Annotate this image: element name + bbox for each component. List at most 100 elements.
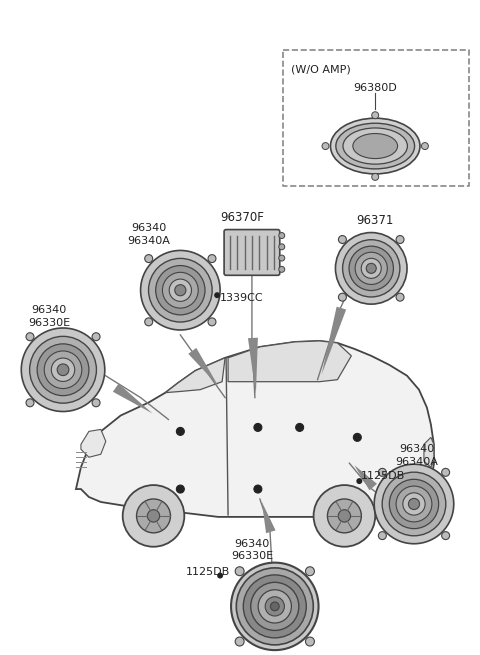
Text: 1125DB: 1125DB xyxy=(361,471,406,481)
Circle shape xyxy=(235,567,244,576)
Circle shape xyxy=(336,233,407,304)
Circle shape xyxy=(374,464,454,544)
Circle shape xyxy=(258,590,291,623)
Circle shape xyxy=(57,364,69,375)
Text: 96340: 96340 xyxy=(399,444,434,455)
Text: 96340: 96340 xyxy=(131,223,166,233)
Circle shape xyxy=(378,532,386,540)
Circle shape xyxy=(145,255,153,263)
Circle shape xyxy=(92,333,100,341)
Circle shape xyxy=(355,252,387,284)
Circle shape xyxy=(243,575,306,638)
Polygon shape xyxy=(76,341,434,517)
Text: 96340A: 96340A xyxy=(396,457,438,467)
Circle shape xyxy=(145,318,153,326)
Polygon shape xyxy=(166,358,225,392)
Circle shape xyxy=(313,485,375,547)
Text: 96371: 96371 xyxy=(356,214,394,227)
Circle shape xyxy=(349,246,394,291)
Circle shape xyxy=(382,472,446,536)
FancyBboxPatch shape xyxy=(224,229,280,275)
Circle shape xyxy=(156,265,205,315)
Polygon shape xyxy=(248,338,258,394)
Circle shape xyxy=(389,479,439,529)
Polygon shape xyxy=(424,438,434,467)
Circle shape xyxy=(343,240,400,297)
Circle shape xyxy=(279,267,285,272)
Circle shape xyxy=(366,263,376,273)
Circle shape xyxy=(408,498,420,510)
Circle shape xyxy=(26,333,34,341)
Ellipse shape xyxy=(343,128,408,164)
Circle shape xyxy=(396,486,432,522)
Circle shape xyxy=(356,478,362,484)
Ellipse shape xyxy=(330,118,420,174)
Circle shape xyxy=(296,423,304,432)
Circle shape xyxy=(147,510,160,522)
Circle shape xyxy=(279,255,285,261)
Polygon shape xyxy=(354,465,377,491)
Circle shape xyxy=(305,637,314,646)
Circle shape xyxy=(208,318,216,326)
Polygon shape xyxy=(228,341,351,382)
Circle shape xyxy=(442,468,450,476)
Circle shape xyxy=(44,351,82,388)
Circle shape xyxy=(236,568,313,645)
Text: 96340: 96340 xyxy=(32,305,67,315)
Circle shape xyxy=(361,258,381,278)
Circle shape xyxy=(254,423,262,432)
Circle shape xyxy=(338,510,350,522)
Polygon shape xyxy=(81,430,106,457)
Text: 96340A: 96340A xyxy=(127,236,170,246)
Circle shape xyxy=(176,485,184,493)
Circle shape xyxy=(372,112,379,119)
Text: 96370F: 96370F xyxy=(220,211,264,223)
Circle shape xyxy=(214,292,220,298)
Circle shape xyxy=(169,279,192,301)
Circle shape xyxy=(231,563,319,650)
Text: 1125DB: 1125DB xyxy=(186,567,230,576)
Circle shape xyxy=(338,236,347,244)
Circle shape xyxy=(26,399,34,407)
Ellipse shape xyxy=(353,134,397,159)
Circle shape xyxy=(208,255,216,263)
Text: (W/O AMP): (W/O AMP) xyxy=(291,65,350,75)
Polygon shape xyxy=(113,384,153,413)
Circle shape xyxy=(92,399,100,407)
Circle shape xyxy=(217,572,223,578)
Circle shape xyxy=(176,428,184,436)
Circle shape xyxy=(322,143,329,149)
Circle shape xyxy=(175,285,186,296)
Polygon shape xyxy=(322,307,346,375)
Circle shape xyxy=(235,637,244,646)
Circle shape xyxy=(396,293,404,301)
Circle shape xyxy=(353,434,361,441)
Circle shape xyxy=(403,493,425,515)
Text: 96330E: 96330E xyxy=(28,318,70,328)
Circle shape xyxy=(251,582,299,630)
Circle shape xyxy=(396,236,404,244)
Text: 96330E: 96330E xyxy=(231,551,273,561)
Text: 96340: 96340 xyxy=(234,539,270,549)
Circle shape xyxy=(279,244,285,250)
Circle shape xyxy=(270,602,279,610)
Circle shape xyxy=(305,567,314,576)
Circle shape xyxy=(338,293,347,301)
Circle shape xyxy=(136,499,170,533)
Circle shape xyxy=(372,174,379,180)
Circle shape xyxy=(141,250,220,330)
Polygon shape xyxy=(188,348,218,386)
Circle shape xyxy=(265,597,285,616)
Circle shape xyxy=(162,272,198,308)
Circle shape xyxy=(279,233,285,238)
Circle shape xyxy=(21,328,105,411)
Circle shape xyxy=(30,337,96,403)
Text: 96380D: 96380D xyxy=(353,83,397,94)
Circle shape xyxy=(148,259,212,322)
Circle shape xyxy=(37,344,89,396)
Polygon shape xyxy=(262,502,276,533)
Circle shape xyxy=(254,485,262,493)
Circle shape xyxy=(421,143,429,149)
Circle shape xyxy=(442,532,450,540)
Circle shape xyxy=(51,358,75,381)
